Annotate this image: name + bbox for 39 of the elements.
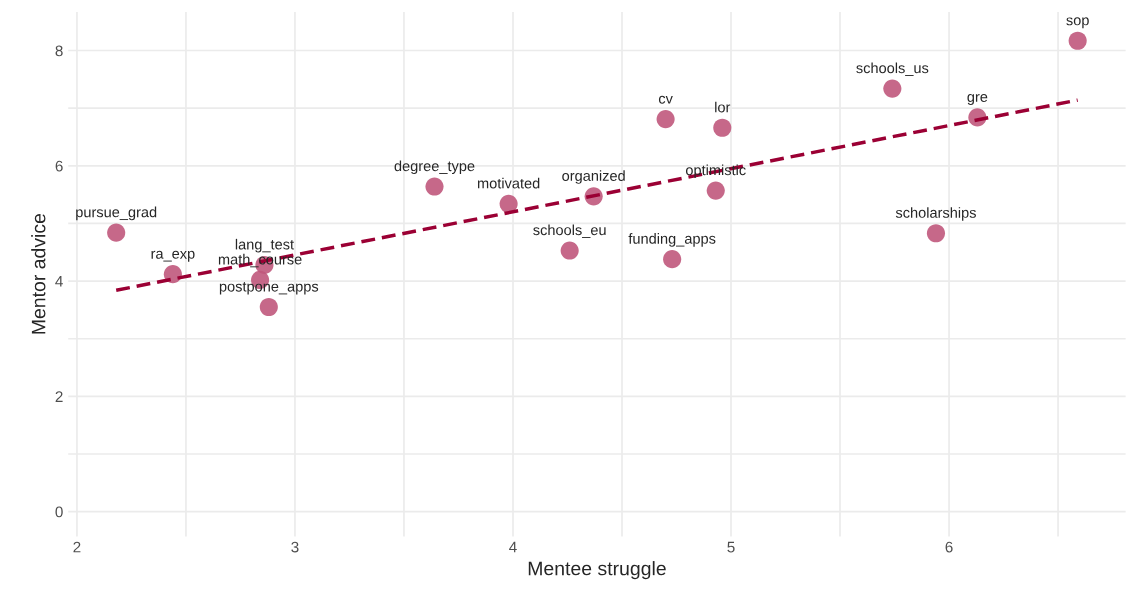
annotation: sop [1066, 17, 1089, 29]
point [1068, 31, 1087, 50]
x-tick-label: 5 [727, 541, 735, 553]
y-tick-label: 8 [55, 45, 63, 57]
annotation: postpone_apps [219, 282, 319, 295]
x-axis-title: Mentee struggle [528, 561, 666, 580]
annotation: motivated [477, 177, 540, 189]
annotation: schools_eu [533, 224, 606, 238]
annotation: lang_test [235, 238, 294, 253]
x-tick-label: 6 [945, 541, 953, 553]
point [425, 177, 444, 196]
annotation: organized [562, 170, 625, 184]
x-tick-label: 4 [509, 541, 517, 553]
annotation: degree_type [394, 160, 475, 175]
point [560, 241, 579, 260]
y-tick-label: 2 [55, 391, 63, 402]
annotation: scholarships [895, 207, 976, 221]
point [656, 110, 675, 129]
y-tick-label: 4 [55, 276, 63, 287]
annotation: cv [658, 95, 673, 104]
annotation: gre [967, 94, 988, 105]
point [259, 297, 278, 317]
annotation: ra_exp [151, 250, 195, 262]
point [926, 224, 945, 243]
y-tick-label: 6 [55, 160, 63, 172]
annotation: schools_us [856, 62, 929, 76]
annotation: lor [715, 101, 731, 113]
x-tick-label: 3 [291, 541, 299, 553]
y-axis-title: Mentor advice [31, 213, 46, 334]
annotation: pursue_grad [76, 206, 157, 221]
point [713, 118, 732, 137]
point [663, 250, 682, 269]
annotation: funding_apps [628, 233, 716, 247]
point [883, 79, 902, 98]
point [706, 181, 725, 200]
point [499, 194, 518, 213]
y-tick-label: 0 [55, 506, 63, 518]
x-tick-label: 2 [73, 541, 81, 553]
point [107, 223, 126, 242]
